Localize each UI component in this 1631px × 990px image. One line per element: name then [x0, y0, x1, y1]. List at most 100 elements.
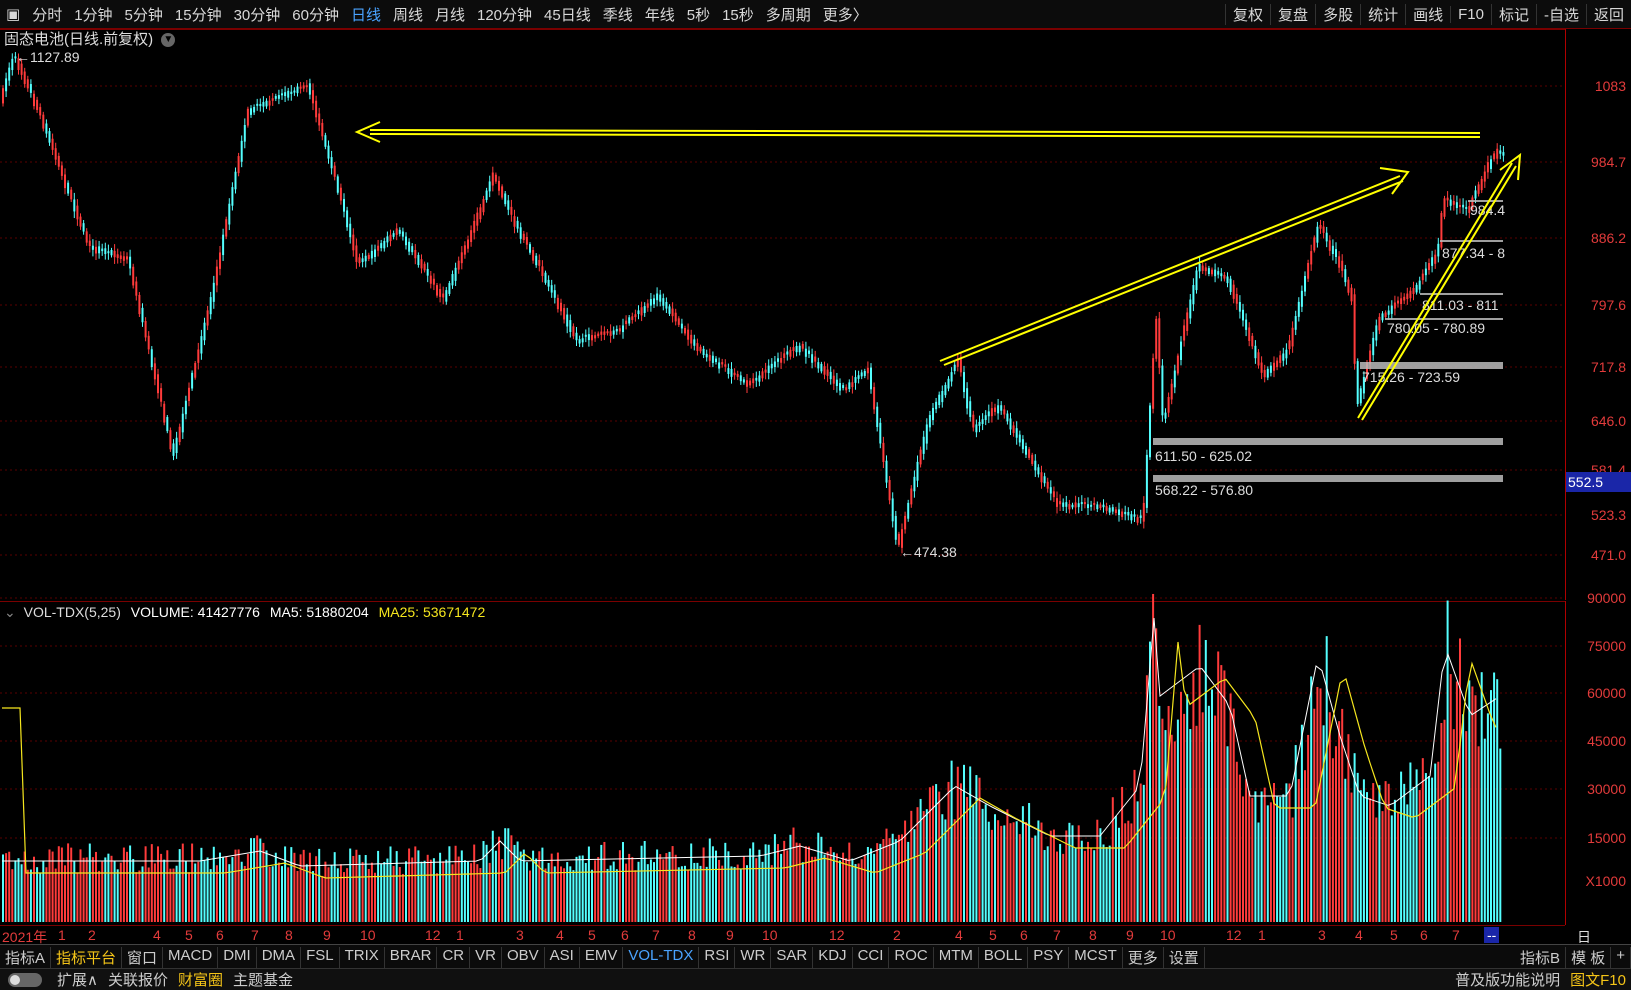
candle-body [23, 71, 26, 85]
toolbar-button[interactable]: 画线 [1405, 3, 1450, 25]
indicator-tab[interactable]: EMV [580, 946, 624, 968]
candle-body [8, 67, 11, 81]
volume-bar [82, 857, 85, 922]
volume-bar [994, 814, 996, 922]
toolbar-button[interactable]: 复盘 [1270, 3, 1315, 25]
toolbar-button[interactable]: 多股 [1315, 3, 1360, 25]
status-item[interactable]: 财富圈 [178, 972, 224, 989]
indicator-right-button[interactable]: 指标B [1515, 946, 1567, 968]
status-right-item[interactable]: 图文F10 [1570, 972, 1626, 989]
status-item[interactable]: 关联报价 [107, 972, 168, 989]
indicator-tab[interactable]: MACD [163, 946, 219, 968]
indicator-tab[interactable]: PSY [1028, 946, 1070, 968]
toolbar-button[interactable]: -自选 [1535, 3, 1586, 25]
toolbar-button[interactable]: 标记 [1490, 3, 1536, 25]
period-tab[interactable]: 月线 [434, 6, 465, 24]
volume-bar [1118, 827, 1120, 922]
candle-body [1452, 200, 1455, 205]
indicator-tab[interactable]: OBV [502, 946, 545, 968]
period-tab[interactable]: 周线 [392, 6, 423, 24]
candle-body [684, 327, 686, 334]
period-tab[interactable]: 120分钟 [477, 6, 533, 24]
indicator-tab[interactable]: DMI [218, 946, 257, 968]
indicator-tab[interactable]: WR [735, 946, 772, 968]
candle-body [687, 329, 690, 340]
status-item[interactable]: 主题基金 [233, 972, 294, 989]
window-menu-icon[interactable]: ▣ [6, 6, 21, 23]
period-tab[interactable]: 45日线 [544, 6, 591, 24]
toolbar-button[interactable]: 统计 [1360, 3, 1405, 25]
period-tab[interactable]: 更多〉 [822, 6, 868, 24]
chevron-down-icon[interactable]: ▼ [161, 33, 176, 48]
period-tab[interactable]: 5秒 [686, 6, 711, 24]
candle-body [1090, 504, 1093, 507]
volume-bar [26, 869, 29, 922]
volume-bar [721, 865, 724, 922]
volume-indicator-name[interactable]: VOL-TDX(5,25) [23, 604, 121, 620]
period-tab[interactable]: 30分钟 [233, 6, 281, 24]
chevron-down-icon[interactable]: ⌄ [4, 604, 16, 620]
volume-chart-panel[interactable] [0, 601, 1565, 926]
indicator-tab[interactable]: CR [437, 946, 471, 968]
indicator-tab[interactable]: BOLL [979, 946, 1029, 968]
period-tab[interactable]: 15分钟 [174, 6, 222, 24]
status-item[interactable]: 扩展∧ [57, 972, 98, 989]
volume-bar [470, 863, 473, 922]
annotation-arrow-line [939, 175, 1401, 362]
volume-bar [1114, 815, 1117, 922]
period-tab[interactable]: 多周期 [765, 6, 811, 24]
indicator-tab[interactable]: VR [470, 946, 502, 968]
toolbar-button[interactable]: F10 [1450, 5, 1491, 23]
toggle-switch[interactable] [8, 972, 42, 987]
volume-bar [1167, 705, 1170, 922]
price-tick-label: 797.6 [1590, 297, 1626, 313]
indicator-tab[interactable]: FSL [301, 946, 340, 968]
month-label: 4 [1355, 927, 1363, 943]
annotation-arrow-line [1357, 162, 1513, 419]
volume-bar [1195, 725, 1198, 922]
indicator-tab[interactable]: SAR [771, 946, 814, 968]
toolbar-button[interactable]: 复权 [1225, 3, 1270, 25]
volume-bar [1245, 779, 1248, 922]
indicator-tab[interactable]: VOL-TDX [623, 946, 700, 968]
candle-body [107, 251, 110, 254]
candle-body [739, 375, 742, 382]
volume-bar [166, 850, 169, 922]
period-tab[interactable]: 日线 [350, 6, 381, 24]
period-tab[interactable]: 5分钟 [124, 6, 163, 24]
period-tab[interactable]: 60分钟 [292, 6, 339, 24]
volume-bar [777, 844, 779, 922]
candle-body [649, 299, 652, 306]
period-tab[interactable]: 年线 [644, 6, 675, 24]
indicator-tab[interactable]: 窗口 [122, 946, 164, 968]
indicator-tab[interactable]: DMA [257, 946, 302, 968]
indicator-tab[interactable]: CCI [853, 946, 890, 968]
volume-bar [631, 857, 634, 922]
indicator-tab[interactable]: TRIX [340, 946, 385, 968]
indicator-tab[interactable]: ASI [545, 946, 580, 968]
status-right-item[interactable]: 普及版功能说明 [1455, 972, 1561, 989]
volume-bar [622, 842, 624, 922]
period-tab[interactable]: 分时 [32, 6, 63, 24]
indicator-tab[interactable]: 更多 [1123, 946, 1164, 968]
indicator-tab[interactable]: KDJ [813, 946, 853, 968]
period-tab[interactable]: 季线 [602, 6, 633, 24]
indicator-tab[interactable]: 指标平台 [51, 946, 123, 968]
period-tab[interactable]: 15秒 [722, 6, 754, 24]
indicator-tab[interactable]: BRAR [385, 946, 438, 968]
volume-bar [1300, 724, 1303, 922]
indicator-tab[interactable]: RSI [699, 946, 736, 968]
indicator-tab[interactable]: MCST [1069, 946, 1123, 968]
indicator-right-button[interactable]: 模 板 [1566, 946, 1612, 968]
toolbar-button[interactable]: 返回 [1585, 3, 1631, 25]
period-tab[interactable]: 1分钟 [74, 6, 113, 24]
volume-bar [1496, 679, 1499, 922]
indicator-tab[interactable]: 设置 [1164, 946, 1205, 968]
volume-bar [566, 862, 569, 922]
indicator-tab[interactable]: MTM [934, 946, 979, 968]
indicator-right-button[interactable]: + [1611, 946, 1631, 968]
volume-bar [380, 863, 383, 922]
indicator-tab[interactable]: ROC [889, 946, 934, 968]
price-chart-panel[interactable] [0, 29, 1565, 601]
indicator-tab[interactable]: 指标A [0, 946, 52, 968]
